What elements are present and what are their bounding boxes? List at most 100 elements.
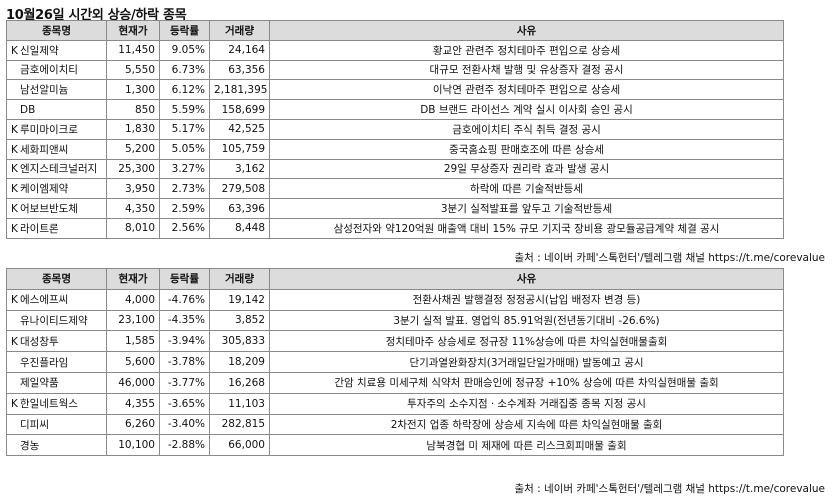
volume-cell: 279,508 — [209, 178, 270, 200]
stock-name-cell: 우진플라임 — [6, 351, 107, 373]
table-row: K 대성창투 1,585 -3.94% 305,833 정치테마주 상승세로 정규장 11… — [6, 330, 784, 353]
reason-cell: 금호에이치티 주식 취득 결정 공시 — [269, 118, 784, 140]
table-row: 금호에이치티 5,550 6.73% 63,356 대규모 전환사채 발행 및 유상증자… — [6, 59, 784, 81]
rise-table: 종목명 현재가 등락률 거래량 사유 K 신일제약 11,450 9.05% 24,16… — [6, 20, 784, 239]
table-row: K 세화피앤씨 5,200 5.05% 105,759 중국홈쇼핑 판매호조에 따른 상승… — [6, 138, 784, 160]
stock-name-cell: K 어보브반도체 — [6, 198, 107, 219]
stock-name: 경농 — [20, 439, 40, 452]
price-cell: 4,000 — [106, 288, 160, 311]
price-cell: 25,300 — [106, 158, 160, 180]
fall-table: 종목명 현재가 등락률 거래량 사유 K 에스에프씨 4,000 -4.76% 19,1… — [6, 268, 784, 457]
market-prefix: K — [11, 143, 18, 156]
table-row: 제일약품 46,000 -3.77% 16,268 간암 치료용 미세구체 식약처 판매… — [6, 371, 784, 394]
col-reason-header: 사유 — [269, 20, 784, 41]
stock-name-cell: K 엔지스테크널러지 — [6, 158, 107, 180]
stock-name: 대성창투 — [20, 335, 59, 348]
stock-name-cell: 유나이티드제약 — [6, 309, 107, 332]
price-cell: 4,355 — [106, 392, 160, 415]
volume-cell: 19,142 — [209, 288, 270, 311]
table-row: DB 850 5.59% 158,699 DB 브랜드 라이선스 계약 실시 이사회 승… — [6, 99, 784, 120]
rate-cell: 5.59% — [159, 99, 210, 120]
price-cell: 5,600 — [106, 351, 160, 373]
col-rate-header: 등락률 — [159, 20, 210, 41]
price-cell: 10,100 — [106, 434, 160, 457]
stock-name: 남선알미늄 — [20, 84, 69, 97]
market-prefix: K — [11, 163, 18, 176]
table-row: K 신일제약 11,450 9.05% 24,164 황교안 관련주 정치테마주 편입으로… — [6, 39, 784, 61]
price-cell: 5,200 — [106, 138, 160, 160]
volume-cell: 305,833 — [209, 330, 270, 353]
page-title: 10월26일 시간외 상승/하락 종목 — [6, 8, 187, 23]
reason-cell: 정치테마주 상승세로 정규장 11%상승에 따른 차익실현매물출회 — [269, 330, 784, 353]
market-prefix: K — [11, 203, 18, 216]
price-cell: 1,830 — [106, 118, 160, 140]
stock-name: 세화피앤씨 — [20, 143, 69, 156]
price-cell: 1,585 — [106, 330, 160, 353]
table-row: 유나이티드제약 23,100 -4.35% 3,852 3분기 실적 발표. 영업익 8… — [6, 309, 784, 332]
stock-name-cell: K 신일제약 — [6, 39, 107, 61]
stock-name-cell: K 한일네트웍스 — [6, 392, 107, 415]
stock-name: 루미마이크로 — [20, 123, 78, 136]
reason-cell: DB 브랜드 라이선스 계약 실시 이사회 승인 공시 — [269, 99, 784, 120]
reason-cell: 간암 치료용 미세구체 식약처 판매승인에 정규장 +10% 상승에 따른 차익… — [269, 371, 784, 394]
rate-cell: 5.05% — [159, 138, 210, 160]
rate-cell: -3.40% — [159, 413, 210, 436]
reason-cell: 3분기 실적발표를 앞두고 기술적반등세 — [269, 198, 784, 219]
stock-name: 디피씨 — [20, 418, 49, 431]
table-row: K 엔지스테크널러지 25,300 3.27% 3,162 29일 무상증자 권리락 효과… — [6, 158, 784, 180]
rate-cell: 2.59% — [159, 198, 210, 219]
stock-name: 제일약품 — [20, 377, 59, 390]
volume-cell: 11,103 — [209, 392, 270, 415]
price-cell: 8,010 — [106, 217, 160, 239]
reason-cell: 전환사채권 발행결정 정정공시(납입 배정자 변경 등) — [269, 288, 784, 311]
stock-name: 유나이티드제약 — [20, 314, 88, 327]
stock-name-cell: 디피씨 — [6, 413, 107, 436]
volume-cell: 63,396 — [209, 198, 270, 219]
volume-cell: 282,815 — [209, 413, 270, 436]
stock-name-cell: K 케이엠제약 — [6, 178, 107, 200]
stock-name-cell: 남선알미늄 — [6, 79, 107, 101]
volume-cell: 42,525 — [209, 118, 270, 140]
col-volume-header: 거래량 — [209, 20, 270, 41]
stock-name: 라이트론 — [20, 222, 59, 235]
price-cell: 5,550 — [106, 59, 160, 81]
stock-name-cell: 제일약품 — [6, 371, 107, 394]
price-cell: 850 — [106, 99, 160, 120]
stock-name-cell: K 세화피앤씨 — [6, 138, 107, 160]
col-price-header: 현재가 — [106, 20, 160, 41]
market-prefix: K — [11, 335, 18, 348]
reason-cell: 3분기 실적 발표. 영업익 85.91억원(전년동기대비 -26.6%) — [269, 309, 784, 332]
market-prefix: K — [11, 44, 18, 57]
rate-cell: -3.78% — [159, 351, 210, 373]
reason-cell: 하락에 따른 기술적반등세 — [269, 178, 784, 200]
stock-name-cell: K 루미마이크로 — [6, 118, 107, 140]
rate-cell: 2.56% — [159, 217, 210, 239]
stock-name: 우진플라임 — [20, 356, 69, 369]
rate-cell: -2.88% — [159, 434, 210, 457]
stock-name: 신일제약 — [20, 44, 59, 57]
table-row: K 에스에프씨 4,000 -4.76% 19,142 전환사채권 발행결정 정정공시(납… — [6, 288, 784, 311]
reason-cell: 2차전지 업종 하락장에 상승세 지속에 따른 차익실현매물 출회 — [269, 413, 784, 436]
source-note: 출처 : 네이버 카페'스톡헌터'/텔레그램 채널 https://t.me/c… — [514, 483, 826, 495]
rate-cell: 6.73% — [159, 59, 210, 81]
reason-cell: 대규모 전환사채 발행 및 유상증자 결정 공시 — [269, 59, 784, 81]
volume-cell: 3,162 — [209, 158, 270, 180]
rate-cell: 3.27% — [159, 158, 210, 180]
table-row: K 한일네트웍스 4,355 -3.65% 11,103 투자주의 소수지점ㆍ소수계좌 거… — [6, 392, 784, 415]
col-price-header: 현재가 — [106, 268, 160, 290]
stock-name-cell: K 라이트론 — [6, 217, 107, 239]
table-row: K 케이엠제약 3,950 2.73% 279,508 하락에 따른 기술적반등세 — [6, 178, 784, 200]
volume-cell: 158,699 — [209, 99, 270, 120]
table-row: 우진플라임 5,600 -3.78% 18,209 단기과열완화장치(3거래일단일가매매… — [6, 351, 784, 373]
price-cell: 1,300 — [106, 79, 160, 101]
stock-name: 어보브반도체 — [20, 203, 78, 216]
volume-cell: 16,268 — [209, 371, 270, 394]
market-prefix: K — [11, 398, 18, 411]
col-name-header: 종목명 — [6, 268, 107, 290]
table-row: K 라이트론 8,010 2.56% 8,448 삼성전자와 약120억원 매출액 대비 … — [6, 217, 784, 239]
source-note: 출처 : 네이버 카페'스톡헌터'/텔레그램 채널 https://t.me/c… — [514, 252, 826, 264]
rate-cell: -3.65% — [159, 392, 210, 415]
stock-name-cell: K 대성창투 — [6, 330, 107, 353]
price-cell: 3,950 — [106, 178, 160, 200]
table-row: 디피씨 6,260 -3.40% 282,815 2차전지 업종 하락장에 상승세 지속… — [6, 413, 784, 436]
